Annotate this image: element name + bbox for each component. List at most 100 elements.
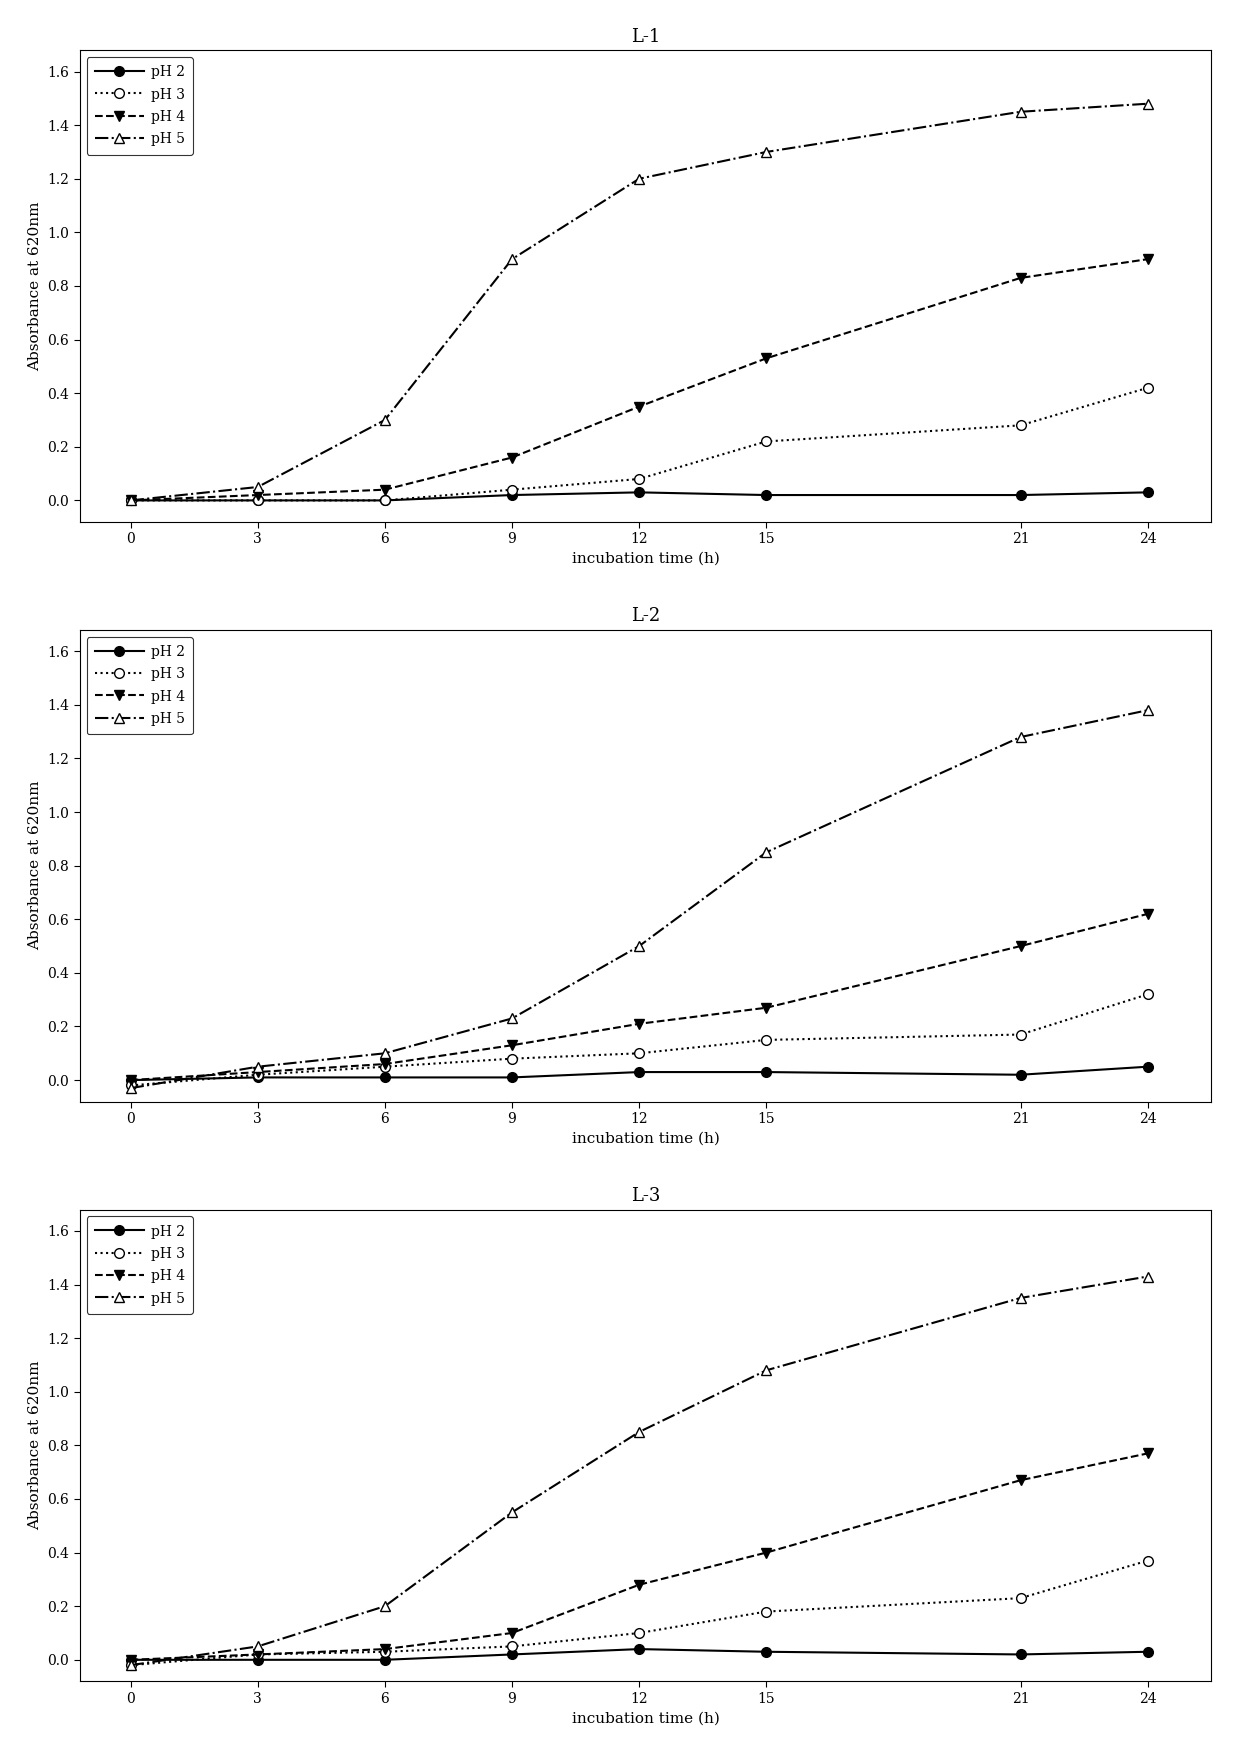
pH 5 — [123, 1078, 138, 1099]
pH 3 — [1140, 377, 1155, 398]
pH 3 — [758, 1600, 773, 1622]
Legend: pH 2, pH 3, pH 4, pH 5: pH 2, pH 3, pH 4, pH 5 — [87, 1217, 193, 1315]
X-axis label: incubation time (h): incubation time (h) — [571, 1131, 720, 1145]
pH 4 — [1014, 936, 1028, 957]
pH 3 — [1014, 1024, 1028, 1045]
pH 4 — [250, 1062, 265, 1083]
Line: pH 3: pH 3 — [125, 989, 1152, 1090]
pH 4 — [1014, 268, 1028, 289]
pH 4 — [758, 997, 773, 1018]
pH 4 — [378, 1639, 393, 1660]
pH 3 — [632, 468, 647, 489]
Y-axis label: Absorbance at 620nm: Absorbance at 620nm — [27, 202, 42, 370]
pH 4 — [1140, 903, 1155, 924]
pH 4 — [123, 489, 138, 510]
Line: pH 5: pH 5 — [125, 705, 1152, 1094]
Line: pH 3: pH 3 — [125, 382, 1152, 505]
pH 5 — [1140, 93, 1155, 114]
pH 5 — [758, 841, 773, 862]
pH 4 — [250, 1644, 265, 1665]
Legend: pH 2, pH 3, pH 4, pH 5: pH 2, pH 3, pH 4, pH 5 — [87, 58, 193, 154]
pH 2 — [758, 484, 773, 505]
pH 5 — [504, 1008, 519, 1029]
pH 2 — [758, 1641, 773, 1662]
pH 2 — [758, 1062, 773, 1083]
pH 3 — [758, 1029, 773, 1050]
Line: pH 2: pH 2 — [125, 1062, 1152, 1085]
Line: pH 5: pH 5 — [125, 98, 1152, 505]
pH 2 — [1140, 1057, 1155, 1078]
pH 4 — [758, 1543, 773, 1564]
Line: pH 4: pH 4 — [125, 910, 1152, 1085]
pH 3 — [123, 1655, 138, 1676]
Line: pH 4: pH 4 — [125, 1448, 1152, 1665]
pH 5 — [632, 936, 647, 957]
pH 3 — [378, 1641, 393, 1662]
Y-axis label: Absorbance at 620nm: Absorbance at 620nm — [27, 1360, 42, 1530]
pH 3 — [1014, 415, 1028, 436]
pH 3 — [632, 1043, 647, 1064]
pH 3 — [632, 1623, 647, 1644]
pH 5 — [378, 1595, 393, 1616]
pH 2 — [378, 489, 393, 510]
pH 4 — [378, 479, 393, 500]
pH 4 — [632, 1574, 647, 1595]
pH 4 — [1014, 1469, 1028, 1490]
X-axis label: incubation time (h): incubation time (h) — [571, 552, 720, 566]
pH 5 — [504, 1502, 519, 1523]
pH 5 — [123, 1655, 138, 1676]
pH 5 — [250, 477, 265, 498]
Line: pH 2: pH 2 — [125, 487, 1152, 505]
Title: L-1: L-1 — [631, 28, 660, 46]
pH 5 — [250, 1636, 265, 1657]
pH 5 — [1140, 1266, 1155, 1287]
pH 3 — [250, 1064, 265, 1085]
pH 3 — [504, 1048, 519, 1069]
pH 3 — [250, 489, 265, 510]
pH 5 — [758, 142, 773, 163]
pH 2 — [250, 1650, 265, 1671]
pH 4 — [504, 1623, 519, 1644]
pH 3 — [758, 431, 773, 452]
pH 5 — [123, 489, 138, 510]
pH 2 — [632, 1062, 647, 1083]
pH 2 — [250, 1068, 265, 1089]
pH 2 — [1140, 482, 1155, 503]
pH 5 — [250, 1057, 265, 1078]
pH 5 — [1014, 1287, 1028, 1308]
pH 5 — [632, 1422, 647, 1443]
pH 3 — [378, 489, 393, 510]
pH 4 — [250, 484, 265, 505]
pH 3 — [123, 1075, 138, 1096]
pH 2 — [123, 1650, 138, 1671]
pH 4 — [123, 1069, 138, 1090]
pH 5 — [504, 249, 519, 270]
pH 2 — [504, 484, 519, 505]
pH 2 — [250, 489, 265, 510]
pH 2 — [632, 482, 647, 503]
pH 2 — [1014, 1644, 1028, 1665]
pH 2 — [123, 489, 138, 510]
pH 2 — [378, 1650, 393, 1671]
pH 2 — [504, 1644, 519, 1665]
pH 5 — [378, 1043, 393, 1064]
pH 5 — [632, 168, 647, 189]
X-axis label: incubation time (h): incubation time (h) — [571, 1711, 720, 1725]
pH 4 — [632, 1013, 647, 1034]
pH 2 — [504, 1068, 519, 1089]
pH 4 — [378, 1054, 393, 1075]
pH 2 — [632, 1639, 647, 1660]
pH 3 — [250, 1644, 265, 1665]
pH 4 — [1140, 249, 1155, 270]
pH 4 — [123, 1650, 138, 1671]
pH 3 — [1140, 1550, 1155, 1571]
pH 2 — [123, 1069, 138, 1090]
pH 3 — [1140, 983, 1155, 1004]
Legend: pH 2, pH 3, pH 4, pH 5: pH 2, pH 3, pH 4, pH 5 — [87, 636, 193, 735]
pH 5 — [378, 410, 393, 431]
Y-axis label: Absorbance at 620nm: Absorbance at 620nm — [27, 780, 42, 950]
pH 2 — [1014, 484, 1028, 505]
pH 5 — [1014, 102, 1028, 123]
pH 3 — [1014, 1588, 1028, 1609]
pH 5 — [758, 1360, 773, 1381]
